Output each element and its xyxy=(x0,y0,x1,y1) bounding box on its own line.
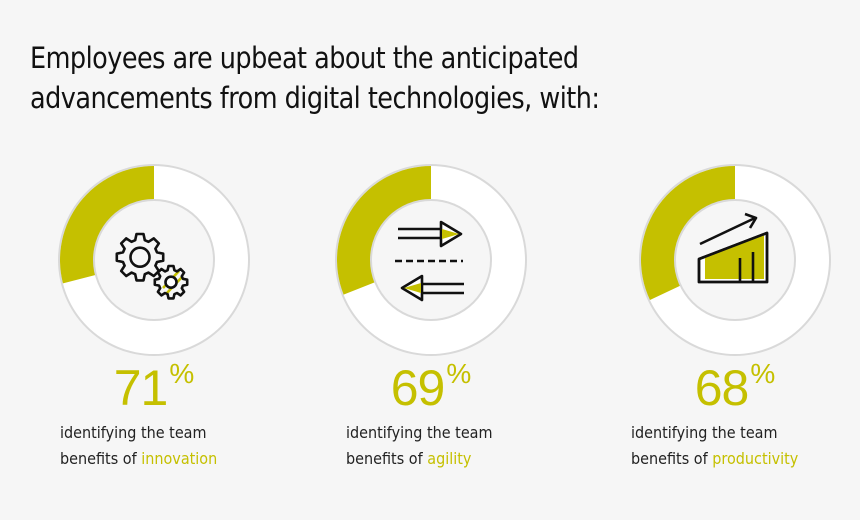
donut-arc xyxy=(336,166,431,295)
desc-line-1: identifying the team xyxy=(60,423,207,442)
desc-highlight: productivity xyxy=(712,449,799,468)
stat-card-agility: 69% identifying the team benefits of agi… xyxy=(333,162,603,482)
desc-line-2: benefits of innovation xyxy=(60,446,217,472)
desc-prefix: benefits of xyxy=(631,449,713,468)
desc-highlight: innovation xyxy=(141,449,218,468)
stat-unit: % xyxy=(750,358,776,389)
desc-prefix: benefits of xyxy=(60,449,142,468)
stat-description: identifying the team benefits of innovat… xyxy=(60,420,217,472)
desc-line-2: benefits of agility xyxy=(346,446,493,472)
stat-number: 68 xyxy=(694,360,750,416)
stat-card-productivity: 68% identifying the team benefits of pro… xyxy=(631,162,860,482)
donut-ring xyxy=(335,164,527,356)
title-line-2: advancements from digital technologies, … xyxy=(30,81,600,115)
stat-unit: % xyxy=(169,358,195,389)
stat-number: 71 xyxy=(113,360,169,416)
stat-value: 69% xyxy=(333,358,529,416)
transfer-arrows-icon xyxy=(395,220,464,302)
stat-number: 69 xyxy=(390,360,446,416)
page-title: Employees are upbeat about the anticipat… xyxy=(30,38,734,118)
stat-card-innovation: 71% identifying the team benefits of inn… xyxy=(56,162,326,482)
donut-arc xyxy=(641,166,735,301)
desc-prefix: benefits of xyxy=(346,449,428,468)
stat-unit: % xyxy=(446,358,472,389)
stat-description: identifying the team benefits of agility xyxy=(346,420,493,472)
growth-chart-icon xyxy=(697,212,769,284)
stat-value: 68% xyxy=(637,358,833,416)
desc-line-1: identifying the team xyxy=(346,423,493,442)
desc-line-2: benefits of productivity xyxy=(631,446,798,472)
donut-ring xyxy=(58,164,250,356)
stat-value: 71% xyxy=(56,358,252,416)
donut-ring xyxy=(639,164,831,356)
gears-icon xyxy=(115,232,189,300)
desc-highlight: agility xyxy=(427,449,472,468)
stat-description: identifying the team benefits of product… xyxy=(631,420,798,472)
title-line-1: Employees are upbeat about the anticipat… xyxy=(30,41,579,75)
donut-arc xyxy=(59,166,154,284)
desc-line-1: identifying the team xyxy=(631,423,778,442)
